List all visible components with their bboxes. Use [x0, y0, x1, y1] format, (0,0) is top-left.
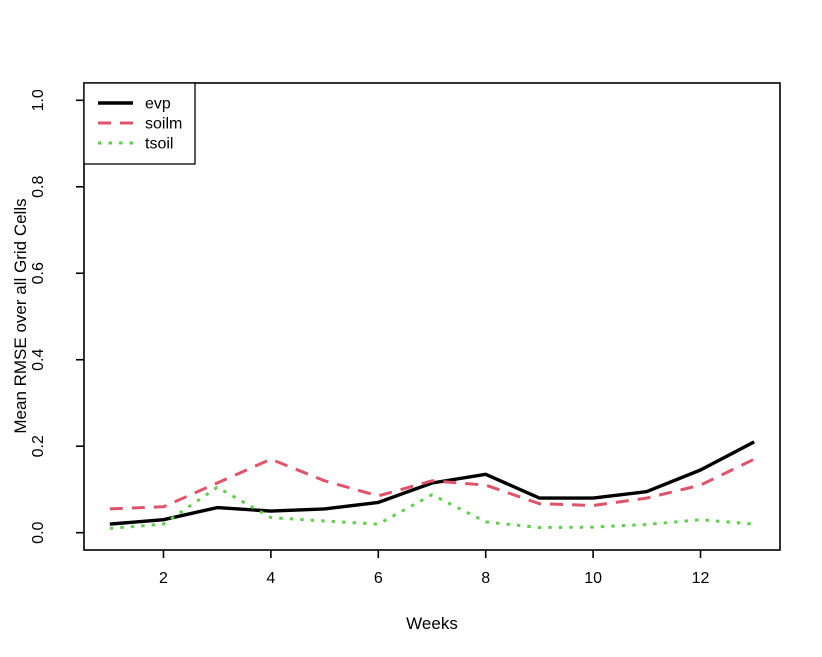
y-tick-label: 0.8: [30, 176, 47, 198]
plot-group: 2 4 6 8 10 12 0.0 0.2 0.4 0.6 0.8 1.0 evp soilm tsoil: [30, 82, 781, 587]
y-tick-label: 0.0: [30, 521, 47, 543]
plot-border: [83, 82, 781, 551]
x-tick-label: 8: [481, 570, 490, 587]
legend-label-evp: evp: [145, 96, 171, 113]
series-line-evp: [109, 440, 755, 526]
legend-label-soilm: soilm: [145, 116, 182, 133]
series-line-soilm: [109, 457, 755, 511]
x-tick-label: 12: [692, 570, 710, 587]
x-axis-title: Weeks: [406, 614, 458, 633]
series-line-tsoil: [109, 485, 755, 530]
legend-label-tsoil: tsoil: [145, 136, 173, 153]
y-tick-label: 0.4: [30, 349, 47, 371]
x-tick-label: 10: [584, 570, 602, 587]
x-tick-label: 6: [374, 570, 383, 587]
y-axis-title: Mean RMSE over all Grid Cells: [11, 198, 30, 433]
y-tick-label: 0.2: [30, 435, 47, 457]
y-tick-label: 0.6: [30, 262, 47, 284]
x-tick-label: 4: [266, 570, 275, 587]
x-tick-label: 2: [159, 570, 168, 587]
y-tick-label: 1.0: [30, 89, 47, 111]
